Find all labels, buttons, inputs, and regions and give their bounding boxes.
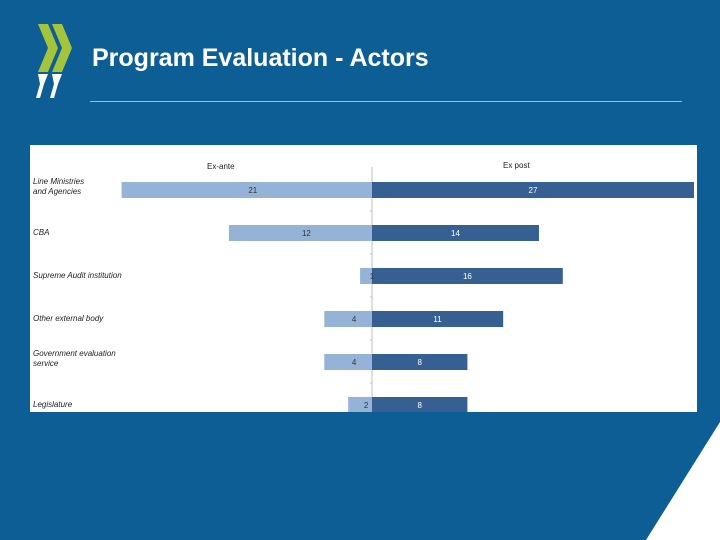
data-label-ex-post: 8 — [417, 358, 422, 367]
category-label: Government evaluation service — [33, 349, 116, 368]
bar-ex-post — [372, 354, 468, 370]
oecd-logo — [36, 24, 72, 98]
bar-ex-ante — [360, 268, 372, 284]
bar-ex-post — [372, 311, 504, 327]
bar-ex-ante — [324, 354, 372, 370]
category-label: Supreme Audit institution — [33, 271, 122, 280]
logo-chevron-back — [38, 24, 58, 72]
bar-ex-ante — [324, 311, 372, 327]
data-label-ex-ante: 4 — [352, 315, 357, 324]
category-label: Line Ministries and Agencies — [33, 177, 84, 196]
legend-ex-ante: Ex-ante — [207, 162, 235, 171]
bar-ex-ante — [348, 397, 372, 412]
data-label-ex-ante: 21 — [248, 186, 257, 195]
legend-ex-post: Ex post — [503, 161, 530, 170]
category-label: CBA — [33, 228, 49, 237]
bar-ex-ante — [228, 225, 372, 241]
data-label-ex-ante: 12 — [302, 229, 311, 238]
bar-ex-ante — [121, 182, 372, 198]
title-divider — [90, 101, 682, 102]
data-label-ex-post: 16 — [463, 272, 472, 281]
logo-chevron-front — [52, 24, 72, 72]
bar-ex-post — [372, 397, 468, 412]
data-label-ex-post: 11 — [433, 315, 442, 324]
data-label-ex-ante: 2 — [364, 401, 369, 410]
data-label-ex-ante: 4 — [352, 358, 357, 367]
bar-ex-post — [372, 182, 694, 198]
category-label: Legislature — [33, 400, 73, 409]
logo-chevron-lower-front — [50, 74, 62, 98]
category-label: Other external body — [33, 314, 104, 323]
bar-ex-post — [372, 268, 563, 284]
bar-ex-post — [372, 225, 539, 241]
data-label-ex-post: 8 — [417, 401, 422, 410]
data-label-ex-post: 14 — [451, 229, 460, 238]
data-label-ex-ante: 1 — [370, 272, 375, 281]
logo-chevron-lower-back — [36, 74, 48, 98]
slide-title: Program Evaluation - Actors — [92, 44, 429, 72]
data-label-ex-post: 27 — [529, 186, 538, 195]
chart-panel: Ex-ante Ex post 21 27 Line Ministries and Age… — [30, 145, 697, 412]
